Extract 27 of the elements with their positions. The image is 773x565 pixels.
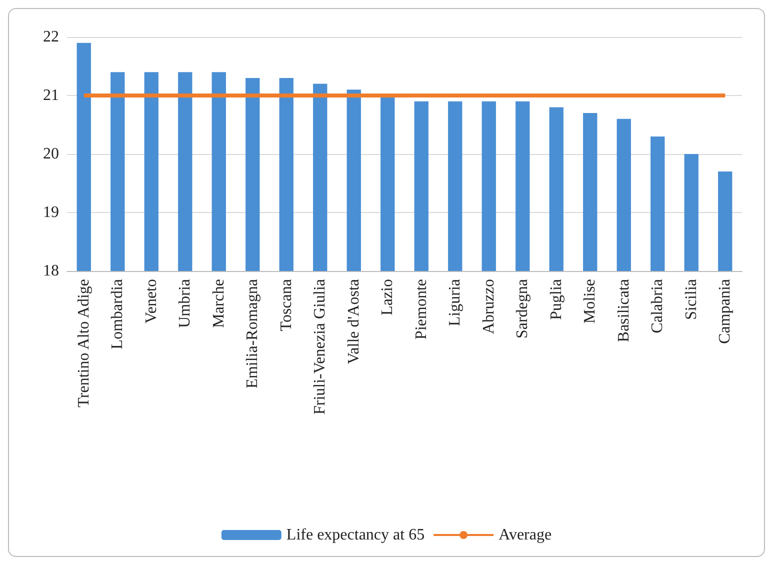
y-tick-label: 22	[43, 28, 59, 46]
x-tick-label: Marche	[210, 279, 228, 328]
y-tick-label: 20	[43, 146, 59, 162]
x-tick-label: Friuli-Venezia Giulia	[312, 279, 329, 415]
x-tick-label: Umbria	[176, 279, 194, 328]
x-tick-label: Calabria	[649, 279, 666, 334]
y-tick-label: 18	[43, 262, 59, 280]
x-tick-label: Piemonte	[412, 279, 430, 340]
x-tick-label: Liguria	[446, 279, 464, 326]
x-tick-label: Veneto	[142, 279, 160, 324]
x-tick-label: Abruzzo	[480, 279, 498, 334]
x-tick-label: Basilicata	[615, 279, 632, 342]
x-tick-label: Lombardia	[109, 279, 126, 350]
x-tick-label: Trentino Alto Adige	[75, 279, 92, 408]
legend-label: Life expectancy at 65	[286, 526, 425, 544]
x-tick-label: Emilia-Romagna	[244, 279, 262, 388]
x-tick-label: Lazio	[379, 279, 396, 316]
legend-label: Average	[498, 526, 552, 544]
x-tick-label: Sardegna	[514, 279, 532, 339]
x-tick-label: Campania	[716, 279, 734, 344]
x-tick-label: Puglia	[548, 279, 565, 320]
x-tick-label: Toscana	[278, 279, 295, 332]
y-tick-label: 19	[43, 204, 59, 221]
x-tick-label: Molise	[582, 279, 599, 324]
y-tick-label: 21	[43, 87, 59, 104]
x-tick-label: Valle d'Aosta	[345, 279, 362, 364]
x-tick-label: Sicilia	[682, 279, 700, 320]
